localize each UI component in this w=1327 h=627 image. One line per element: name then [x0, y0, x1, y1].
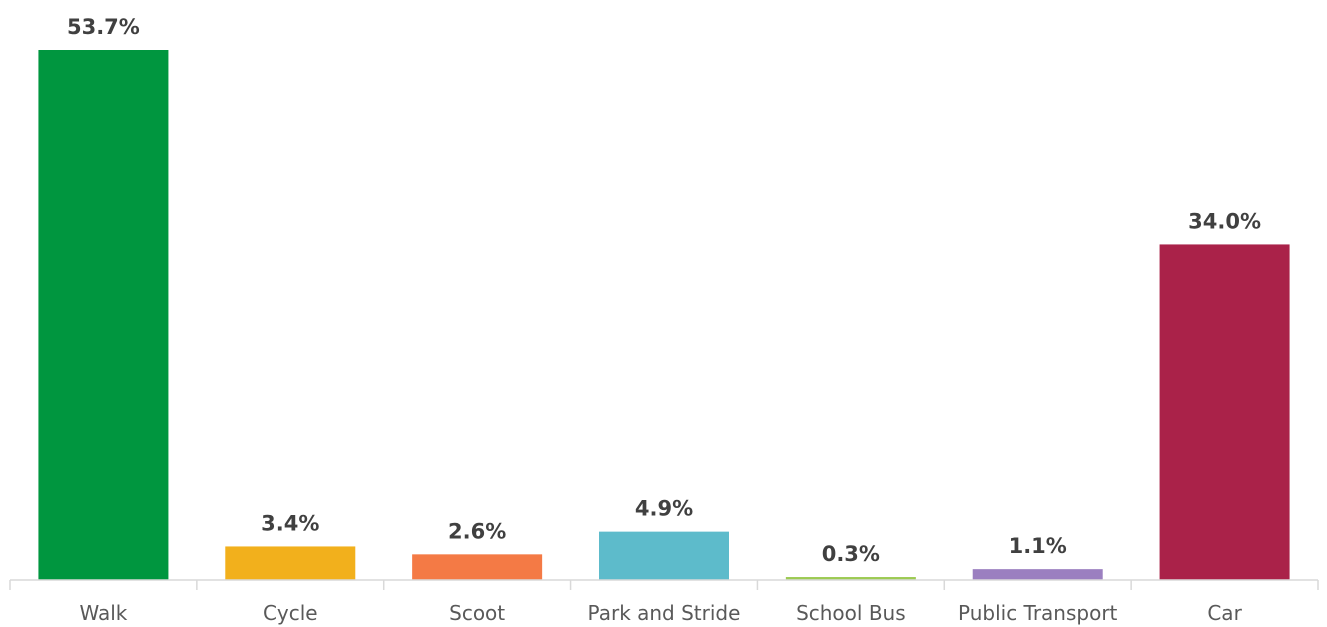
bar-walk: [38, 50, 169, 580]
x-axis-ticks-group: [9, 580, 1319, 590]
bar-public-transport: [972, 569, 1103, 580]
category-label: Cycle: [263, 601, 318, 625]
category-label: Car: [1207, 601, 1242, 625]
category-label: School Bus: [796, 601, 906, 625]
category-label: Scoot: [449, 601, 505, 625]
data-label: 2.6%: [448, 519, 506, 543]
bar-park-and-stride: [599, 531, 729, 580]
bar-school-bus: [785, 577, 916, 580]
data-label: 1.1%: [1009, 534, 1067, 558]
category-label: Walk: [79, 601, 127, 625]
category-label: Public Transport: [958, 601, 1118, 625]
category-label: Park and Stride: [588, 601, 741, 625]
data-label: 0.3%: [822, 542, 880, 566]
bar-scoot: [412, 554, 543, 580]
value-labels-group: 53.7% 3.4% 2.6% 4.9% 0.3% 1.1% 34.0%: [67, 15, 1261, 566]
data-label: 34.0%: [1188, 209, 1261, 233]
bar-car: [1159, 244, 1290, 581]
category-labels-group: Walk Cycle Scoot Park and Stride School Bus P…: [79, 601, 1242, 625]
data-label: 4.9%: [635, 497, 693, 521]
bars-group: [38, 50, 1290, 581]
data-label: 53.7%: [67, 15, 140, 39]
data-label: 3.4%: [261, 511, 319, 535]
bar-cycle: [225, 546, 356, 580]
